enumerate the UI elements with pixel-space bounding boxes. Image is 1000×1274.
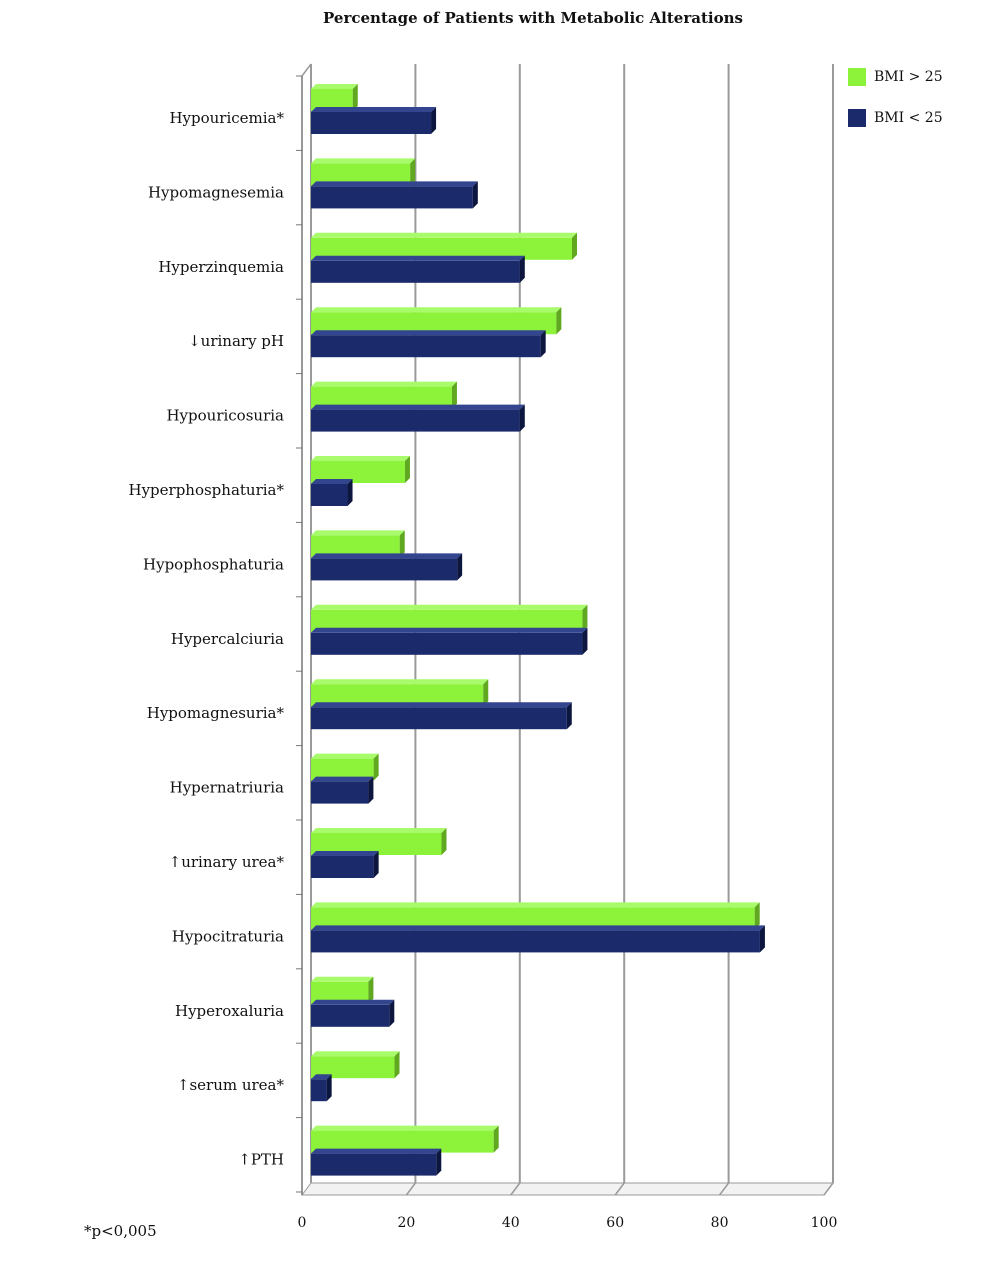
category-label-3: ↓urinary pH — [188, 332, 284, 350]
x-tick-label-80: 80 — [711, 1215, 729, 1231]
category-label-9: Hypernatriuria — [170, 779, 284, 797]
bar-bmi-under-25-4 — [311, 404, 525, 432]
bar-bmi-over-25-4 — [311, 381, 457, 409]
footnote: *p<0,005 — [84, 1222, 157, 1240]
bar-bmi-over-25-0 — [311, 84, 358, 111]
bar-bmi-over-25-1 — [311, 158, 416, 186]
bar-bmi-over-25-7 — [311, 604, 588, 632]
bar-bmi-under-25-11 — [311, 925, 765, 953]
category-label-1: Hypomagnesemia — [148, 183, 284, 201]
category-label-6: Hypophosphaturia — [143, 555, 284, 573]
category-label-4: Hypouricosuria — [166, 407, 284, 425]
gridline-floor-40 — [510, 1182, 521, 1196]
bar-bmi-over-25-14 — [311, 1125, 499, 1153]
label-layer: 0 20 40 60 80 100 Hypouricemia* Hypomagnesemia H… — [128, 109, 837, 1231]
legend-swatch-bmi-under-25 — [848, 109, 866, 127]
category-label-2: Hyperzinquemia — [158, 258, 284, 276]
bar-bmi-under-25-9 — [311, 776, 374, 804]
bar-bmi-under-25-13 — [311, 1074, 332, 1102]
x-tick-label-100: 100 — [811, 1215, 838, 1231]
legend-label-bmi-under-25: BMI < 25 — [874, 110, 943, 126]
bar-bmi-under-25-14 — [311, 1148, 442, 1176]
x-tick-label-0: 0 — [298, 1215, 307, 1231]
x-tick-label-40: 40 — [502, 1215, 520, 1231]
gridline-floor-20 — [405, 1182, 416, 1196]
bar-bmi-over-25-2 — [311, 232, 577, 260]
x-tick-label-20: 20 — [397, 1215, 415, 1231]
bar-bmi-under-25-7 — [311, 627, 588, 655]
chart-title: Percentage of Patients with Metabolic Al… — [323, 9, 743, 27]
category-label-14: ↑PTH — [238, 1151, 284, 1169]
wall-top-edge — [301, 63, 312, 77]
legend-swatch-bmi-over-25 — [848, 68, 866, 86]
category-label-10: ↑urinary urea* — [169, 853, 285, 871]
category-label-8: Hypomagnesuria* — [147, 704, 285, 722]
gridline-floor-60 — [614, 1182, 625, 1196]
bar-bmi-under-25-10 — [311, 851, 379, 878]
bar-bmi-under-25-8 — [311, 702, 572, 730]
bar-bmi-under-25-6 — [311, 553, 463, 581]
bar-layer — [311, 84, 765, 1176]
gridline-floor-100 — [823, 1182, 834, 1196]
bar-bmi-under-25-3 — [311, 330, 546, 358]
bar-bmi-under-25-2 — [311, 255, 525, 283]
axis-layer — [296, 75, 303, 1195]
bar-bmi-under-25-5 — [311, 479, 353, 506]
category-label-12: Hyperoxaluria — [175, 1002, 284, 1020]
category-label-7: Hypercalciuria — [171, 630, 284, 648]
bar-bmi-over-25-5 — [311, 456, 410, 483]
legend-label-bmi-over-25: BMI > 25 — [874, 69, 943, 85]
bar-bmi-over-25-10 — [311, 828, 447, 855]
bar-bmi-over-25-12 — [311, 976, 374, 1004]
bar-bmi-over-25-9 — [311, 753, 379, 781]
bar-bmi-under-25-1 — [311, 181, 478, 209]
category-label-13: ↑serum urea* — [177, 1076, 285, 1094]
bar-bmi-over-25-11 — [311, 902, 760, 930]
category-label-0: Hypouricemia* — [169, 109, 284, 127]
bar-bmi-under-25-0 — [311, 107, 437, 134]
gridline-floor-80 — [718, 1182, 730, 1196]
legend-item-bmi-over-25: BMI > 25 — [848, 67, 943, 87]
category-label-11: Hypocitraturia — [172, 927, 284, 945]
legend-item-bmi-under-25: BMI < 25 — [848, 108, 943, 128]
bar-bmi-over-25-13 — [311, 1051, 400, 1079]
bar-bmi-over-25-6 — [311, 530, 405, 558]
chart-floor — [301, 1182, 834, 1196]
bar-bmi-over-25-3 — [311, 307, 562, 335]
x-tick-label-60: 60 — [606, 1215, 624, 1231]
bar-bmi-under-25-12 — [311, 999, 395, 1027]
category-label-5: Hyperphosphaturia* — [128, 481, 284, 499]
bar-bmi-over-25-8 — [311, 679, 489, 707]
